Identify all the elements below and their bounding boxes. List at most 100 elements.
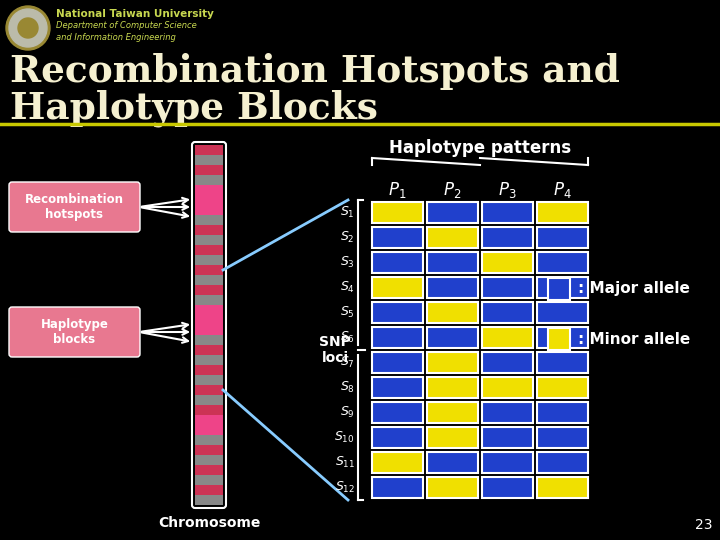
Bar <box>372 477 423 498</box>
Bar <box>482 227 533 248</box>
Bar <box>537 227 588 248</box>
Bar <box>482 202 533 223</box>
Bar <box>537 277 588 298</box>
Bar <box>195 435 223 445</box>
Bar <box>195 415 223 425</box>
Bar <box>195 335 223 345</box>
Bar <box>537 252 588 273</box>
Bar <box>195 455 223 465</box>
Bar <box>195 405 223 415</box>
Bar <box>548 278 570 300</box>
Bar <box>195 365 223 375</box>
Bar <box>195 195 223 205</box>
Circle shape <box>9 9 47 47</box>
Bar <box>427 227 478 248</box>
Bar <box>372 427 423 448</box>
Bar <box>372 327 423 348</box>
Bar <box>195 265 223 275</box>
Bar <box>548 328 570 350</box>
Bar <box>482 302 533 323</box>
Text: $S_3$: $S_3$ <box>340 255 355 270</box>
Bar <box>195 385 223 395</box>
Text: and Information Engineering: and Information Engineering <box>56 32 176 42</box>
Bar <box>195 175 223 185</box>
Text: $S_{10}$: $S_{10}$ <box>335 430 355 445</box>
Bar <box>537 402 588 423</box>
Bar <box>537 302 588 323</box>
Bar <box>427 402 478 423</box>
Bar <box>195 275 223 285</box>
Bar <box>537 427 588 448</box>
Bar <box>427 477 478 498</box>
FancyBboxPatch shape <box>9 182 140 232</box>
Bar <box>195 375 223 385</box>
Text: $S_8$: $S_8$ <box>340 380 355 395</box>
Bar <box>537 202 588 223</box>
Circle shape <box>6 6 50 50</box>
Bar <box>482 352 533 373</box>
Bar <box>427 202 478 223</box>
Text: $S_4$: $S_4$ <box>340 280 355 295</box>
Bar <box>427 277 478 298</box>
Bar <box>195 305 223 315</box>
Bar <box>195 185 223 195</box>
Bar <box>482 252 533 273</box>
Bar <box>427 427 478 448</box>
Bar <box>482 327 533 348</box>
Bar <box>372 202 423 223</box>
Bar <box>195 255 223 265</box>
Bar <box>482 277 533 298</box>
Bar <box>195 465 223 475</box>
Text: $P_1$: $P_1$ <box>388 180 407 200</box>
Text: $P_3$: $P_3$ <box>498 180 517 200</box>
Bar <box>482 427 533 448</box>
Text: $P_2$: $P_2$ <box>444 180 462 200</box>
Bar <box>372 377 423 398</box>
Bar <box>372 302 423 323</box>
Bar <box>427 352 478 373</box>
Bar <box>195 425 223 435</box>
Bar <box>195 495 223 505</box>
Bar <box>482 477 533 498</box>
Bar <box>195 145 223 155</box>
Bar <box>537 352 588 373</box>
Bar <box>195 205 223 215</box>
Text: Recombination
hotspots: Recombination hotspots <box>25 193 124 221</box>
Bar <box>537 452 588 473</box>
Bar <box>195 225 223 235</box>
Bar <box>195 165 223 175</box>
Bar <box>195 245 223 255</box>
Text: Recombination Hotspots and: Recombination Hotspots and <box>10 53 620 91</box>
Bar <box>195 485 223 495</box>
Text: $S_7$: $S_7$ <box>340 355 355 370</box>
Bar <box>482 377 533 398</box>
Text: $S_6$: $S_6$ <box>340 330 355 345</box>
Bar <box>372 402 423 423</box>
Circle shape <box>18 18 38 38</box>
Bar <box>537 327 588 348</box>
Bar <box>195 285 223 295</box>
Bar <box>195 325 223 335</box>
Bar <box>372 452 423 473</box>
Text: $S_1$: $S_1$ <box>341 205 355 220</box>
Text: Chromosome: Chromosome <box>158 516 260 530</box>
Text: National Taiwan University: National Taiwan University <box>56 9 214 19</box>
Bar <box>372 252 423 273</box>
Text: $S_{12}$: $S_{12}$ <box>335 480 355 495</box>
Bar <box>482 452 533 473</box>
Bar <box>195 315 223 325</box>
Bar <box>195 155 223 165</box>
Bar <box>482 402 533 423</box>
Bar <box>427 377 478 398</box>
Bar <box>427 327 478 348</box>
Text: Department of Computer Science: Department of Computer Science <box>56 22 197 30</box>
Bar <box>195 475 223 485</box>
Text: $P_4$: $P_4$ <box>553 180 572 200</box>
Text: $S_5$: $S_5$ <box>341 305 355 320</box>
FancyBboxPatch shape <box>9 307 140 357</box>
Text: 23: 23 <box>695 518 712 532</box>
Bar <box>195 295 223 305</box>
Bar <box>195 235 223 245</box>
Bar <box>427 452 478 473</box>
Bar <box>372 352 423 373</box>
